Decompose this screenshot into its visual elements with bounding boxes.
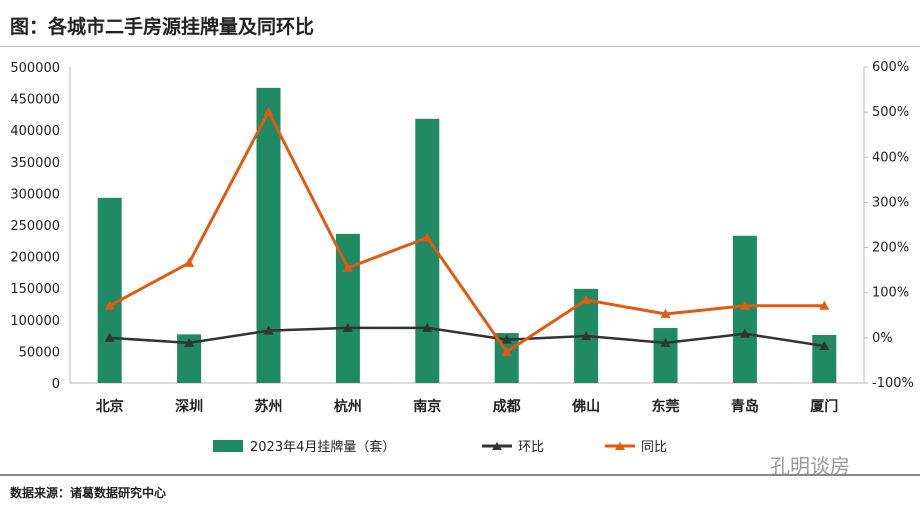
legend-marker	[492, 442, 502, 450]
left-tick-label: 450000	[10, 93, 60, 108]
line-marker	[184, 337, 195, 347]
right-tick-label: 400%	[872, 150, 909, 165]
line-marker	[819, 300, 830, 310]
source-note: 数据来源：诸葛数据研究中心	[10, 486, 167, 500]
left-tick-label: 300000	[10, 187, 60, 202]
line-marker	[501, 334, 512, 344]
left-tick-label: 350000	[10, 156, 60, 171]
right-tick-label: 500%	[872, 105, 909, 120]
line-marker	[342, 322, 353, 332]
right-tick-label: -100%	[872, 376, 914, 391]
series-line	[108, 108, 825, 354]
left-tick-label: 200000	[10, 251, 60, 266]
legend-swatch	[213, 440, 243, 452]
category-label: 杭州	[334, 398, 362, 415]
left-tick-label: 500000	[10, 61, 60, 76]
left-tick-label: 100000	[10, 314, 60, 329]
right-tick-label: 100%	[872, 286, 909, 301]
line-marker	[342, 262, 353, 272]
bar	[97, 197, 122, 383]
category-label: 北京	[96, 398, 124, 415]
line-marker	[422, 232, 433, 242]
category-label: 厦门	[810, 398, 838, 415]
left-tick-label: 150000	[10, 282, 60, 297]
left-tick-label: 50000	[19, 345, 60, 360]
left-tick-label: 400000	[10, 124, 60, 139]
legend-label: 环比	[518, 440, 544, 455]
line-marker	[184, 257, 195, 267]
right-tick-label: 600%	[872, 60, 909, 75]
chart-title: 图：各城市二手房源挂牌量及同环比	[10, 16, 315, 38]
line-marker	[739, 300, 750, 310]
line-marker	[739, 328, 750, 338]
right-tick-label: 300%	[872, 195, 909, 210]
line-marker	[660, 308, 671, 318]
category-label: 东莞	[652, 398, 680, 415]
legend-label: 2023年4月挂牌量（套）	[250, 439, 395, 455]
right-tick-label: 0%	[872, 331, 893, 346]
left-tick-label: 0	[52, 377, 60, 392]
line-marker	[263, 106, 274, 116]
right-tick-label: 200%	[872, 241, 909, 256]
category-label: 成都	[493, 398, 521, 415]
legend-label: 同比	[641, 440, 667, 455]
series-line	[109, 326, 825, 348]
category-label: 青岛	[731, 398, 759, 415]
line-marker	[501, 346, 512, 356]
category-label: 深圳	[175, 398, 203, 415]
line-marker	[660, 337, 671, 347]
line-marker	[104, 332, 115, 342]
bar	[256, 87, 281, 383]
line-marker	[422, 322, 433, 332]
line-marker	[819, 340, 830, 350]
bar	[653, 328, 678, 383]
category-label: 南京	[413, 398, 441, 415]
legend-marker	[615, 442, 625, 450]
line-marker	[581, 331, 592, 341]
bar	[335, 233, 360, 383]
line-marker	[263, 325, 274, 335]
divider	[0, 46, 920, 47]
divider	[0, 474, 920, 476]
line-marker	[581, 294, 592, 304]
category-label: 苏州	[255, 398, 283, 415]
category-label: 佛山	[571, 398, 600, 415]
line-marker	[104, 300, 115, 310]
left-tick-label: 250000	[10, 219, 60, 234]
